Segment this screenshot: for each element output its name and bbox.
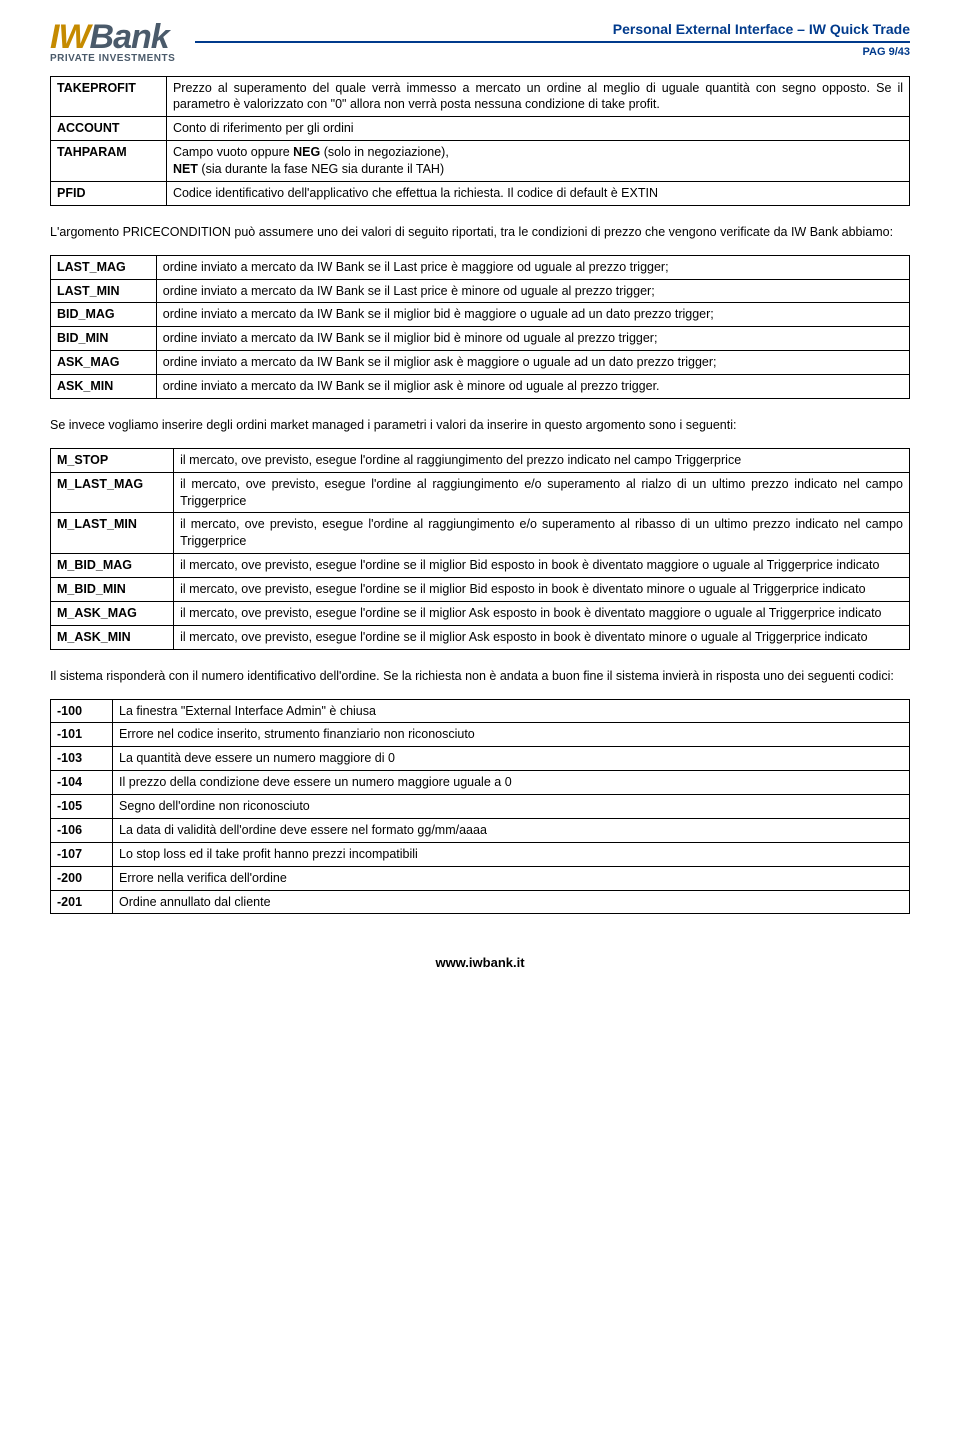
table-row: PFID Codice identificativo dell'applicat… (51, 181, 910, 205)
footer-url: www.iwbank.it (50, 954, 910, 972)
param-val: ordine inviato a mercato da IW Bank se i… (156, 279, 909, 303)
param-key: M_LAST_MAG (51, 472, 174, 513)
param-val: il mercato, ove previsto, esegue l'ordin… (174, 513, 910, 554)
param-val: ordine inviato a mercato da IW Bank se i… (156, 255, 909, 279)
param-key: ACCOUNT (51, 117, 167, 141)
logo-main: IWBank (50, 20, 169, 54)
table-row: ACCOUNT Conto di riferimento per gli ord… (51, 117, 910, 141)
table-row: -101 Errore nel codice inserito, strumen… (51, 723, 910, 747)
param-val: Campo vuoto oppure NEG (solo in negoziaz… (166, 141, 909, 182)
table-row: M_LAST_MIN il mercato, ove previsto, ese… (51, 513, 910, 554)
table-row: -201 Ordine annullato dal cliente (51, 890, 910, 914)
table-row: M_BID_MAG il mercato, ove previsto, eseg… (51, 554, 910, 578)
paragraph-1: L'argomento PRICECONDITION può assumere … (50, 224, 910, 241)
error-code: -101 (51, 723, 113, 747)
logo-bank: Bank (90, 18, 169, 56)
error-desc: La quantità deve essere un numero maggio… (113, 747, 910, 771)
params-table-1: TAKEPROFIT Prezzo al superamento del qua… (50, 76, 910, 206)
error-code: -104 (51, 771, 113, 795)
table-row: -105 Segno dell'ordine non riconosciuto (51, 795, 910, 819)
table-row: BID_MIN ordine inviato a mercato da IW B… (51, 327, 910, 351)
error-desc: Segno dell'ordine non riconosciuto (113, 795, 910, 819)
table3-body: M_STOP il mercato, ove previsto, esegue … (51, 448, 910, 649)
error-code: -200 (51, 866, 113, 890)
param-key: BID_MAG (51, 303, 157, 327)
logo-iw: IW (50, 18, 90, 56)
table-row: ASK_MAG ordine inviato a mercato da IW B… (51, 351, 910, 375)
document-title: Personal External Interface – IW Quick T… (195, 20, 910, 43)
param-key: LAST_MIN (51, 279, 157, 303)
table-row: M_ASK_MIN il mercato, ove previsto, eseg… (51, 625, 910, 649)
param-key: M_BID_MIN (51, 578, 174, 602)
param-val: ordine inviato a mercato da IW Bank se i… (156, 327, 909, 351)
param-key: M_LAST_MIN (51, 513, 174, 554)
table-row: -107 Lo stop loss ed il take profit hann… (51, 842, 910, 866)
param-val: il mercato, ove previsto, esegue l'ordin… (174, 554, 910, 578)
error-code: -201 (51, 890, 113, 914)
table-row: -103 La quantità deve essere un numero m… (51, 747, 910, 771)
table4-body: -100 La finestra "External Interface Adm… (51, 699, 910, 914)
param-key: TAKEPROFIT (51, 76, 167, 117)
error-code: -106 (51, 818, 113, 842)
param-val: il mercato, ove previsto, esegue l'ordin… (174, 601, 910, 625)
error-code: -100 (51, 699, 113, 723)
logo-subtitle: PRIVATE INVESTMENTS (50, 52, 175, 66)
page-header: IWBank PRIVATE INVESTMENTS Personal Exte… (50, 20, 910, 66)
param-key: TAHPARAM (51, 141, 167, 182)
error-desc: Ordine annullato dal cliente (113, 890, 910, 914)
param-val: Prezzo al superamento del quale verrà im… (166, 76, 909, 117)
table-row: M_ASK_MAG il mercato, ove previsto, eseg… (51, 601, 910, 625)
table-row: LAST_MAG ordine inviato a mercato da IW … (51, 255, 910, 279)
param-val: ordine inviato a mercato da IW Bank se i… (156, 351, 909, 375)
paragraph-3: Il sistema risponderà con il numero iden… (50, 668, 910, 685)
param-val: il mercato, ove previsto, esegue l'ordin… (174, 625, 910, 649)
error-desc: Errore nella verifica dell'ordine (113, 866, 910, 890)
param-key: LAST_MAG (51, 255, 157, 279)
logo: IWBank PRIVATE INVESTMENTS (50, 20, 175, 66)
table-row: -106 La data di validità dell'ordine dev… (51, 818, 910, 842)
param-val: Conto di riferimento per gli ordini (166, 117, 909, 141)
param-val: ordine inviato a mercato da IW Bank se i… (156, 375, 909, 399)
error-code: -105 (51, 795, 113, 819)
table-row: -200 Errore nella verifica dell'ordine (51, 866, 910, 890)
header-right: Personal External Interface – IW Quick T… (195, 20, 910, 60)
param-key: M_ASK_MIN (51, 625, 174, 649)
param-key: BID_MIN (51, 327, 157, 351)
param-key: M_STOP (51, 448, 174, 472)
param-key: M_BID_MAG (51, 554, 174, 578)
market-managed-table: M_STOP il mercato, ove previsto, esegue … (50, 448, 910, 650)
error-desc: Errore nel codice inserito, strumento fi… (113, 723, 910, 747)
param-key: ASK_MIN (51, 375, 157, 399)
param-key: M_ASK_MAG (51, 601, 174, 625)
table-row: M_LAST_MAG il mercato, ove previsto, ese… (51, 472, 910, 513)
param-val: il mercato, ove previsto, esegue l'ordin… (174, 472, 910, 513)
table1-body: TAKEPROFIT Prezzo al superamento del qua… (51, 76, 910, 205)
table-row: -100 La finestra "External Interface Adm… (51, 699, 910, 723)
error-desc: Il prezzo della condizione deve essere u… (113, 771, 910, 795)
table-row: M_BID_MIN il mercato, ove previsto, eseg… (51, 578, 910, 602)
param-val: ordine inviato a mercato da IW Bank se i… (156, 303, 909, 327)
table-row: BID_MAG ordine inviato a mercato da IW B… (51, 303, 910, 327)
table-row: TAHPARAM Campo vuoto oppure NEG (solo in… (51, 141, 910, 182)
page-number: PAG 9/43 (195, 45, 910, 60)
error-desc: La data di validità dell'ordine deve ess… (113, 818, 910, 842)
error-desc: Lo stop loss ed il take profit hanno pre… (113, 842, 910, 866)
table-row: -104 Il prezzo della condizione deve ess… (51, 771, 910, 795)
param-val: Codice identificativo dell'applicativo c… (166, 181, 909, 205)
table-row: ASK_MIN ordine inviato a mercato da IW B… (51, 375, 910, 399)
table-row: LAST_MIN ordine inviato a mercato da IW … (51, 279, 910, 303)
pricecondition-table: LAST_MAG ordine inviato a mercato da IW … (50, 255, 910, 399)
param-key: ASK_MAG (51, 351, 157, 375)
param-key: PFID (51, 181, 167, 205)
table-row: M_STOP il mercato, ove previsto, esegue … (51, 448, 910, 472)
param-val: il mercato, ove previsto, esegue l'ordin… (174, 578, 910, 602)
error-code: -107 (51, 842, 113, 866)
param-val: il mercato, ove previsto, esegue l'ordin… (174, 448, 910, 472)
error-codes-table: -100 La finestra "External Interface Adm… (50, 699, 910, 915)
table-row: TAKEPROFIT Prezzo al superamento del qua… (51, 76, 910, 117)
table2-body: LAST_MAG ordine inviato a mercato da IW … (51, 255, 910, 398)
paragraph-2: Se invece vogliamo inserire degli ordini… (50, 417, 910, 434)
error-code: -103 (51, 747, 113, 771)
error-desc: La finestra "External Interface Admin" è… (113, 699, 910, 723)
